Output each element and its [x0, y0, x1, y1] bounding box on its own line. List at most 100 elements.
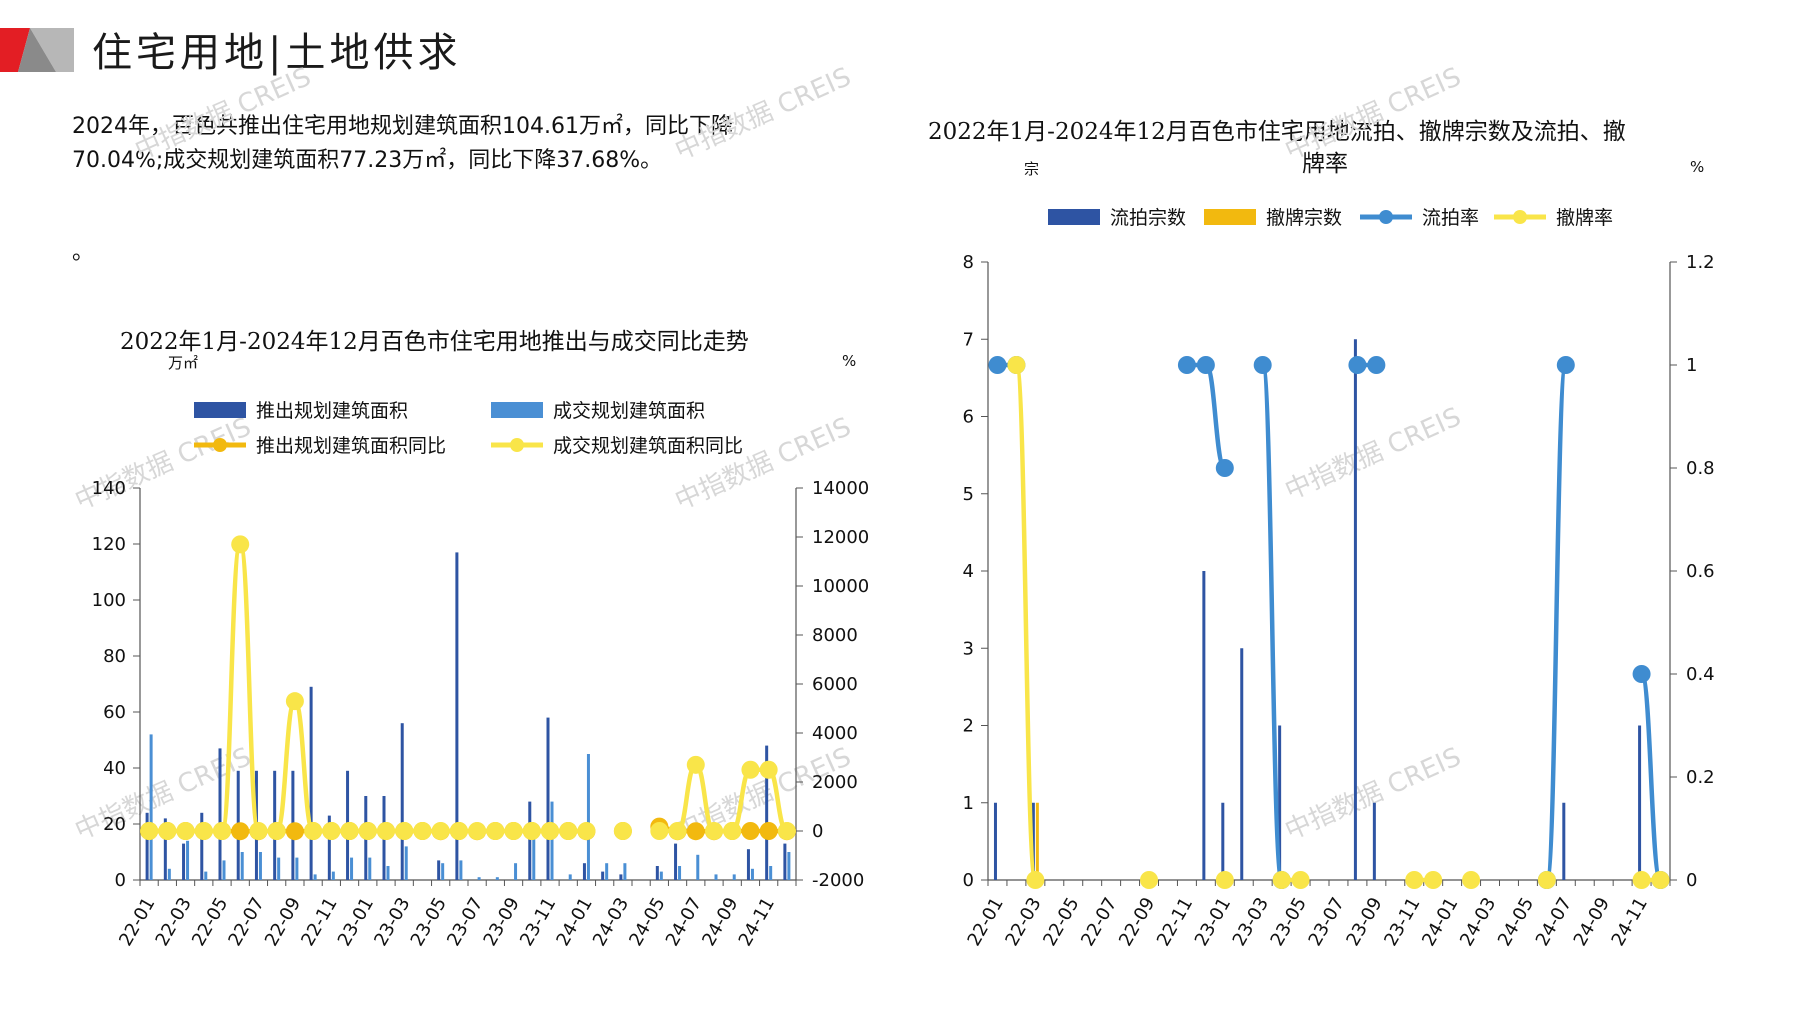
x-tick-label: 24-03	[1456, 894, 1500, 950]
brand-logo-mark	[0, 28, 74, 72]
line-failed-rate	[1544, 362, 1569, 883]
bar-pushed-area	[655, 866, 659, 880]
point-sold-yoy	[377, 822, 395, 840]
x-tick-label: 22-05	[1039, 894, 1083, 950]
bar-failed-count	[1638, 725, 1642, 880]
point-sold-yoy	[723, 822, 742, 840]
bar-sold-area	[368, 857, 372, 880]
x-tick-label: 24-09	[698, 894, 742, 950]
point-sold-yoy	[522, 822, 541, 840]
point-failed-rate	[1177, 356, 1196, 374]
point-failed-rate	[1632, 665, 1651, 683]
bar-sold-area	[204, 871, 208, 880]
point-withdrawn-rate	[1537, 871, 1556, 889]
right-tick-label: 1.2	[1686, 252, 1715, 273]
bar-sold-area	[459, 860, 463, 880]
bar-pushed-area	[783, 843, 787, 880]
stray-mark: 。	[72, 240, 95, 265]
bar-failed-count	[1372, 802, 1376, 880]
right-tick-label: 2000	[812, 772, 858, 793]
line-failed-rate	[1260, 362, 1284, 883]
point-sold-yoy	[541, 822, 559, 840]
x-tick-label: 22-09	[261, 894, 305, 950]
bar-sold-area	[532, 829, 536, 880]
chart2-title-line1: 2022年1月-2024年12月百色市住宅用地流拍、撤牌宗数及流拍、撤	[928, 119, 1626, 145]
left-tick-label: 20	[103, 814, 126, 835]
bar-pushed-area	[163, 818, 167, 880]
x-tick-label: 22-07	[224, 894, 268, 950]
point-failed-rate	[1348, 356, 1367, 374]
point-withdrawn-rate	[1462, 871, 1481, 889]
bar-sold-area	[623, 863, 627, 880]
x-tick-label: 23-11	[516, 894, 560, 950]
x-tick-label: 24-03	[589, 894, 633, 950]
point-pushed-yoy	[231, 822, 250, 841]
bar-pushed-area	[200, 812, 204, 880]
bar-sold-area	[277, 857, 281, 880]
right-tick-label: -2000	[812, 870, 864, 891]
bar-pushed-area	[455, 552, 459, 880]
point-pushed-yoy	[759, 822, 778, 840]
point-sold-yoy	[213, 822, 231, 840]
point-withdrawn-rate	[1291, 871, 1310, 889]
x-tick-label: 23-05	[1267, 894, 1311, 950]
x-tick-label: 23-03	[370, 894, 414, 950]
x-tick-label: 23-03	[1229, 894, 1273, 950]
point-sold-yoy	[285, 692, 304, 711]
legend-marker	[1379, 210, 1393, 224]
summary-line-1: 2024年，百色共推出住宅用地规划建筑面积104.61万㎡，同比下降	[72, 114, 733, 139]
summary-paragraph: 2024年，百色共推出住宅用地规划建筑面积104.61万㎡，同比下降 70.04…	[72, 110, 892, 265]
bar-sold-area	[186, 840, 190, 880]
x-tick-label: 24-11	[1608, 894, 1652, 950]
legend-marker	[510, 438, 524, 452]
x-tick-label: 23-11	[1380, 894, 1424, 950]
left-tick-label: 0	[115, 870, 126, 891]
watermark-text: 中指数据 CREIS	[1281, 402, 1466, 506]
legend-label: 流拍率	[1422, 207, 1479, 229]
x-tick-label: 22-05	[188, 894, 232, 950]
bar-withdrawn-count	[1035, 802, 1039, 880]
x-tick-label: 22-09	[1115, 894, 1159, 950]
x-tick-label: 23-09	[480, 894, 524, 950]
bar-sold-area	[222, 860, 226, 880]
bar-sold-area	[404, 846, 408, 880]
right-tick-label: 12000	[812, 527, 869, 548]
bar-sold-area	[678, 866, 682, 880]
point-withdrawn-rate	[1424, 871, 1443, 889]
legend-swatch	[1204, 209, 1256, 225]
bar-pushed-area	[619, 874, 623, 880]
bar-sold-area	[295, 857, 299, 880]
watermark-text: 中指数据 CREIS	[671, 412, 856, 516]
line-failed-rate	[1186, 362, 1228, 471]
watermark-text: 中指数据 CREIS	[1281, 62, 1466, 166]
legend-label: 撤牌宗数	[1266, 207, 1342, 229]
left-tick-label: 100	[92, 590, 126, 611]
point-sold-yoy	[613, 822, 632, 840]
point-sold-yoy	[650, 822, 669, 840]
x-tick-label: 24-07	[662, 894, 706, 950]
right-tick-label: 4000	[812, 723, 858, 744]
point-sold-yoy	[777, 822, 796, 840]
left-tick-label: 140	[92, 478, 126, 499]
point-pushed-yoy	[285, 822, 304, 841]
bar-failed-count	[1221, 802, 1225, 880]
bar-sold-area	[787, 852, 791, 880]
page-title: 住宅用地|土地供求	[92, 30, 462, 76]
point-sold-yoy	[759, 760, 778, 779]
point-sold-yoy	[686, 755, 705, 774]
legend-label: 成交规划建筑面积同比	[553, 435, 743, 457]
x-tick-label: 23-09	[1342, 894, 1386, 950]
point-sold-yoy	[705, 822, 723, 840]
bar-sold-area	[167, 868, 171, 880]
bar-sold-area	[659, 871, 663, 880]
chart2-left-unit: 宗	[1024, 160, 1040, 178]
x-tick-label: 23-07	[443, 894, 487, 950]
x-tick-label: 23-01	[1191, 894, 1235, 950]
right-tick-label: 0.4	[1686, 664, 1715, 685]
bar-pushed-area	[528, 801, 532, 880]
legend-label: 流拍宗数	[1110, 207, 1186, 229]
legend-swatch	[1048, 209, 1100, 225]
legend-label: 成交规划建筑面积	[553, 400, 705, 422]
bar-pushed-area	[327, 815, 331, 880]
x-tick-label: 24-01	[552, 894, 596, 950]
